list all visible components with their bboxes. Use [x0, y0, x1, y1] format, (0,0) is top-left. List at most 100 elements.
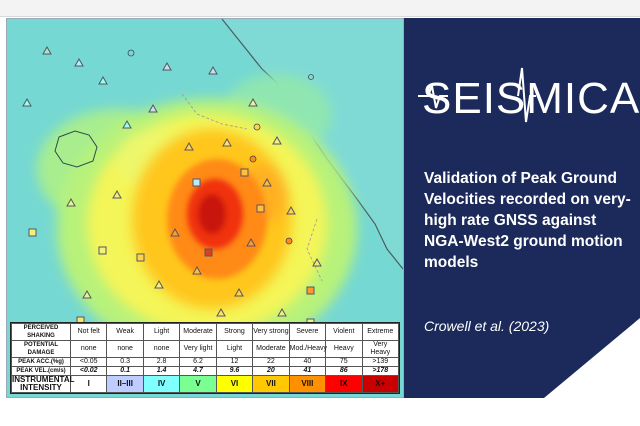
legend-row: PERCEIVED SHAKING Not felt Weak Light Modera…	[11, 323, 399, 341]
paper-title: Validation of Peak Ground Velocities rec…	[424, 170, 631, 271]
station-triangle	[42, 45, 52, 55]
legend-cell: 4.7	[179, 366, 217, 376]
shaking-violent-zone	[187, 179, 243, 249]
station-triangle	[216, 307, 226, 317]
seismica-waveform-logo	[418, 67, 536, 123]
station-triangle	[192, 265, 202, 275]
legend-row: POTENTIAL DAMAGE none none none Very light Li…	[11, 340, 399, 358]
legend-cell: Mod./Heavy	[288, 340, 327, 358]
station-triangle	[286, 205, 296, 215]
legend-cell: V	[179, 375, 217, 393]
station-triangle	[272, 135, 282, 145]
station-triangle	[208, 65, 218, 75]
station-triangle	[277, 307, 287, 317]
station-triangle	[74, 57, 84, 67]
station-square	[192, 178, 201, 187]
legend-cell: VIII	[288, 375, 327, 393]
legend-cell: 12	[215, 357, 254, 367]
legend-cell: IV	[142, 375, 181, 393]
legend-cell: none	[142, 340, 181, 358]
legend-row: INSTRUMENTAL INTENSITY I II–III IV V VI VII VII…	[11, 375, 399, 393]
station-triangle	[184, 141, 194, 151]
station-circle	[308, 74, 314, 80]
legend-cell: Extreme	[361, 323, 399, 341]
top-strip	[0, 0, 640, 17]
station-triangle	[246, 237, 256, 247]
legend-cell: Weak	[106, 323, 144, 341]
legend-cell: IX	[325, 375, 363, 393]
legend-cell: 86	[325, 366, 363, 376]
station-triangle	[154, 279, 164, 289]
legend-row-label: POTENTIAL DAMAGE	[11, 340, 71, 358]
legend-cell: Light	[215, 340, 254, 358]
legend-cell: <0.02	[69, 366, 108, 376]
station-triangle	[170, 227, 180, 237]
station-square	[240, 168, 249, 177]
legend-cell: Strong	[215, 323, 254, 341]
station-triangle	[162, 61, 172, 71]
intensity-legend: PERCEIVED SHAKING Not felt Weak Light Modera…	[10, 322, 400, 394]
intensity-legend-table: PERCEIVED SHAKING Not felt Weak Light Modera…	[11, 323, 399, 393]
journal-name: SEISMICA	[422, 74, 640, 123]
station-triangle	[66, 197, 76, 207]
legend-cell: VII	[252, 375, 290, 393]
station-circle	[127, 49, 135, 57]
legend-cell: Very light	[179, 340, 217, 358]
station-triangle	[248, 97, 258, 107]
legend-cell: 9.6	[215, 366, 254, 376]
legend-cell: none	[69, 340, 108, 358]
station-square	[28, 228, 37, 237]
legend-cell: Heavy	[325, 340, 363, 358]
seismic-stations	[22, 45, 322, 327]
legend-cell: II–III	[106, 375, 144, 393]
legend-cell: VI	[215, 375, 254, 393]
station-triangle	[262, 177, 272, 187]
legend-cell: Moderate	[252, 340, 290, 358]
legend-cell: 6.2	[179, 357, 217, 367]
legend-row: PEAK VEL.(cm/s) <0.02 0.1 1.4 4.7 9.6 20 41 86 >1…	[11, 366, 399, 376]
legend-cell: Moderate	[179, 323, 217, 341]
station-square	[136, 253, 145, 262]
legend-row-label: INSTRUMENTAL INTENSITY	[11, 375, 75, 393]
legend-cell: Very Heavy	[361, 340, 399, 358]
region-boundary	[306, 218, 323, 282]
legend-cell: >178	[361, 366, 399, 376]
legend-row-label: PEAK ACC.(%g)	[11, 357, 71, 367]
legend-cell: <0.05	[69, 357, 108, 367]
station-square	[256, 204, 265, 213]
legend-cell: Not felt	[69, 323, 108, 341]
station-triangle	[234, 287, 244, 297]
legend-cell: Very strong	[252, 323, 290, 341]
station-triangle	[22, 97, 32, 107]
station-triangle	[148, 103, 158, 113]
station-square	[306, 286, 315, 295]
legend-cell: I	[69, 375, 108, 393]
legend-cell: X+	[361, 375, 399, 393]
sea-area	[222, 19, 403, 269]
station-circle	[253, 123, 261, 131]
legend-cell: Severe	[288, 323, 327, 341]
station-circle	[285, 237, 293, 245]
legend-cell: 20	[252, 366, 290, 376]
legend-cell: 2.8	[142, 357, 181, 367]
station-square	[98, 246, 107, 255]
legend-cell: 22	[252, 357, 290, 367]
legend-row-label: PERCEIVED SHAKING	[11, 323, 71, 341]
station-square	[204, 248, 213, 257]
station-triangle	[82, 289, 92, 299]
legend-cell: Light	[142, 323, 181, 341]
station-triangle	[312, 257, 322, 267]
station-triangle	[122, 119, 132, 129]
lake-outline	[54, 130, 98, 168]
legend-cell: 0.3	[106, 357, 144, 367]
legend-cell: 0.1	[106, 366, 144, 376]
region-boundary	[181, 93, 248, 130]
station-triangle	[98, 75, 108, 85]
corner-accent	[544, 318, 640, 398]
legend-cell: 41	[288, 366, 327, 376]
journal-panel: SEISMICA Validation of Peak Ground Veloc…	[404, 18, 640, 398]
legend-cell: Violent	[325, 323, 363, 341]
legend-cell: none	[106, 340, 144, 358]
legend-cell: 1.4	[142, 366, 181, 376]
